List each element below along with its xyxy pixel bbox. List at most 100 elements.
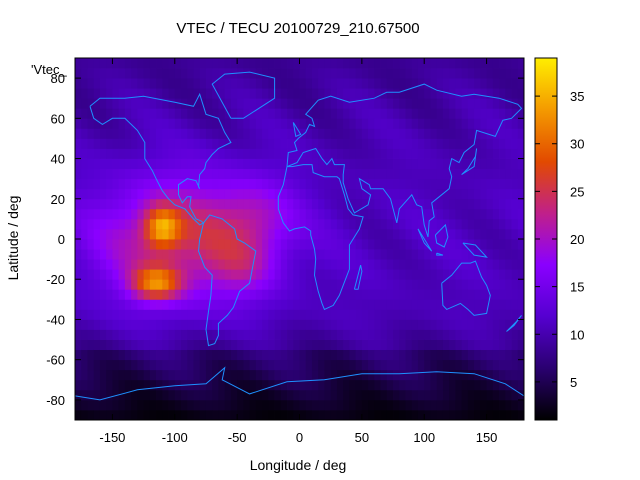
heatmap-cell	[405, 389, 413, 401]
heatmap-cell	[455, 208, 463, 220]
heatmap-cell	[318, 379, 325, 391]
heatmap-cell	[212, 369, 219, 381]
heatmap-cell	[287, 168, 294, 180]
heatmap-cell	[336, 379, 344, 391]
heatmap-cell	[411, 399, 419, 411]
heatmap-cell	[499, 249, 506, 260]
heatmap-cell	[436, 228, 444, 240]
heatmap-cell	[474, 339, 481, 351]
heatmap-cell	[156, 208, 163, 220]
heatmap-cell	[274, 259, 282, 270]
heatmap-cell	[424, 349, 431, 361]
heatmap-cell	[162, 228, 169, 240]
heatmap-cell	[287, 88, 294, 99]
heatmap-cell	[93, 349, 101, 361]
heatmap-cell	[137, 138, 144, 149]
heatmap-cell	[143, 228, 151, 240]
heatmap-cell	[405, 108, 413, 119]
heatmap-cell	[511, 389, 519, 401]
heatmap-cell	[324, 88, 332, 99]
heatmap-cell	[205, 148, 213, 159]
heatmap-cell	[349, 158, 357, 170]
heatmap-cell	[193, 399, 201, 411]
heatmap-cell	[349, 78, 357, 89]
heatmap-cell	[417, 108, 425, 119]
heatmap-cell	[274, 389, 282, 401]
heatmap-cell	[249, 198, 257, 210]
heatmap-cell	[162, 188, 169, 200]
heatmap-cell	[305, 188, 313, 200]
heatmap-cell	[486, 239, 494, 250]
heatmap-cell	[243, 158, 251, 170]
heatmap-cell	[274, 148, 282, 159]
heatmap-cell	[149, 349, 157, 361]
heatmap-cell	[311, 269, 319, 280]
heatmap-cell	[218, 138, 226, 149]
heatmap-cell	[75, 329, 82, 340]
heatmap-cell	[106, 158, 113, 170]
heatmap-cell	[255, 168, 263, 180]
heatmap-cell	[118, 339, 126, 351]
heatmap-cell	[511, 349, 519, 361]
heatmap-cell	[299, 78, 307, 89]
heatmap-cell	[156, 158, 163, 170]
heatmap-cell	[149, 339, 157, 351]
heatmap-cell	[380, 208, 388, 220]
heatmap-cell	[386, 178, 394, 190]
heatmap-cell	[255, 208, 263, 220]
heatmap-cell	[249, 218, 257, 230]
heatmap-cell	[112, 68, 120, 79]
heatmap-cell	[181, 88, 188, 99]
heatmap-cell	[343, 158, 350, 170]
heatmap-cell	[174, 299, 182, 310]
heatmap-cell	[318, 289, 325, 300]
heatmap-cell	[174, 68, 182, 79]
heatmap-cell	[230, 379, 238, 391]
heatmap-cell	[218, 379, 226, 391]
heatmap-cell	[461, 289, 469, 300]
heatmap-cell	[280, 178, 288, 190]
heatmap-cell	[430, 319, 438, 330]
heatmap-cell	[393, 269, 400, 280]
heatmap-cell	[149, 249, 157, 260]
heatmap-cell	[162, 78, 169, 89]
heatmap-cell	[511, 168, 519, 180]
heatmap-cell	[156, 359, 163, 371]
heatmap-cell	[93, 218, 101, 230]
heatmap-cell	[393, 309, 400, 320]
heatmap-cell	[162, 88, 169, 99]
heatmap-cell	[199, 128, 207, 139]
heatmap-cell	[237, 128, 244, 139]
heatmap-cell	[318, 409, 325, 421]
heatmap-cell	[299, 369, 307, 381]
heatmap-cell	[243, 359, 251, 371]
heatmap-cell	[467, 359, 475, 371]
coastline	[353, 264, 363, 290]
heatmap-cell	[187, 78, 194, 89]
heatmap-cell	[449, 168, 456, 180]
heatmap-cell	[386, 188, 394, 200]
heatmap-cell	[174, 148, 182, 159]
heatmap-cell	[124, 309, 132, 320]
heatmap-cell	[311, 389, 319, 401]
heatmap-cell	[106, 118, 113, 129]
heatmap-cell	[237, 299, 244, 310]
heatmap-cell	[81, 399, 88, 411]
heatmap-cell	[93, 399, 101, 411]
heatmap-cell	[442, 88, 450, 99]
heatmap-cell	[405, 68, 413, 79]
heatmap-cell	[436, 178, 444, 190]
heatmap-cell	[461, 158, 469, 170]
heatmap-cell	[131, 389, 138, 401]
y-tick-label: -80	[46, 393, 65, 408]
heatmap-cell	[268, 309, 275, 320]
heatmap-cell	[417, 168, 425, 180]
x-tick-label: -50	[228, 430, 247, 445]
heatmap-cell	[474, 78, 481, 89]
heatmap-cell	[430, 249, 438, 260]
heatmap-cell	[386, 88, 394, 99]
coastline	[506, 315, 522, 332]
heatmap-cell	[156, 68, 163, 79]
heatmap-cell	[492, 138, 500, 149]
heatmap-cell	[230, 369, 238, 381]
